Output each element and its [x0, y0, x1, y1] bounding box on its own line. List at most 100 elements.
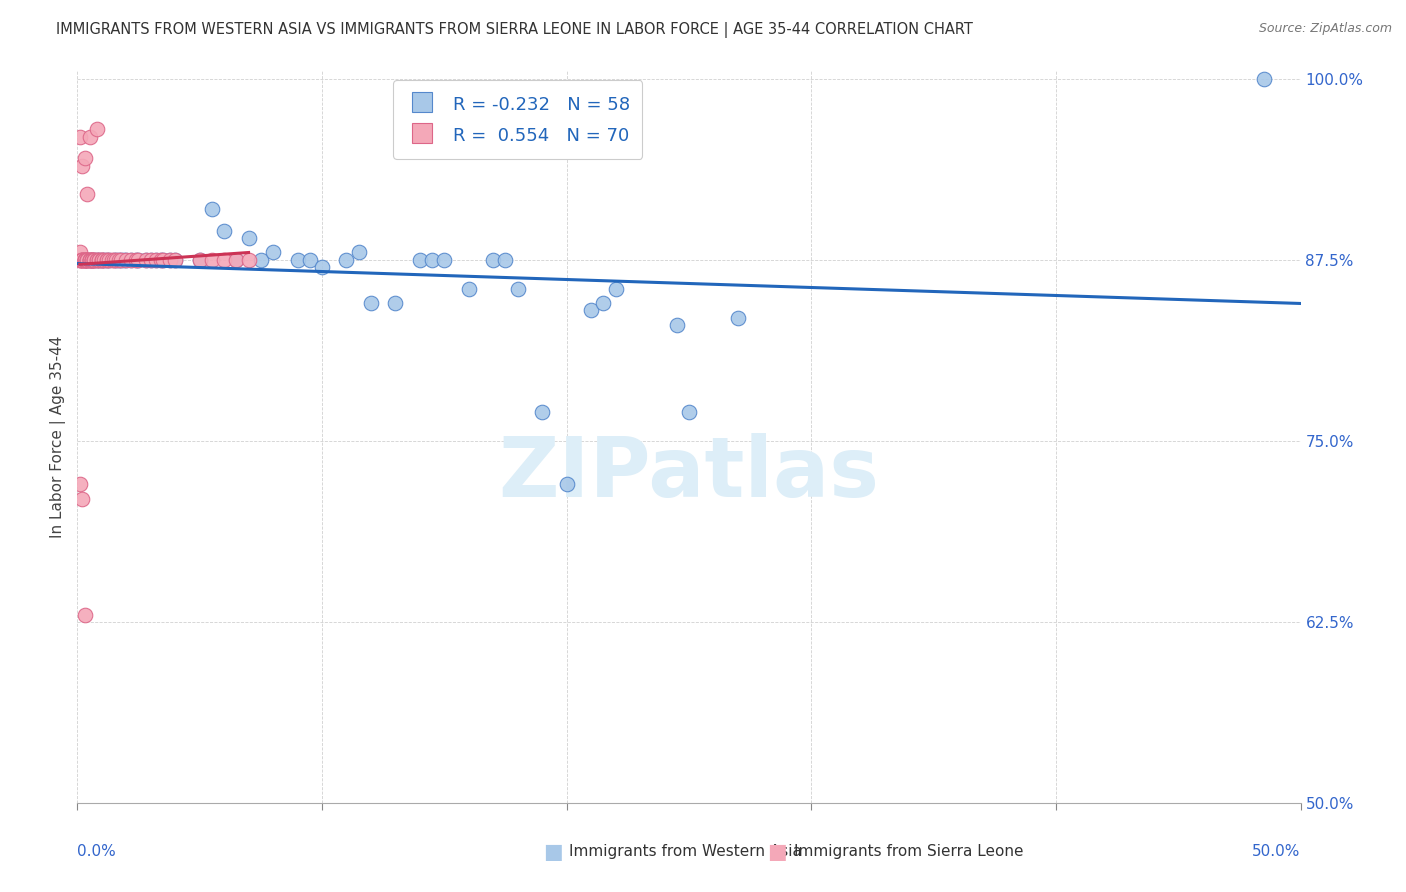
Point: [80, 252, 103, 267]
Point: [73, 252, 96, 267]
Point: [73, 607, 96, 622]
Point: [98, 252, 121, 267]
Point: [83, 252, 105, 267]
Point: [238, 252, 260, 267]
Point: [250, 252, 273, 267]
Point: [110, 252, 132, 267]
Point: [127, 252, 149, 267]
Text: IMMIGRANTS FROM WESTERN ASIA VS IMMIGRANTS FROM SIERRA LEONE IN LABOR FORCE | AG: IMMIGRANTS FROM WESTERN ASIA VS IMMIGRAN…: [56, 22, 973, 38]
Point: [90, 252, 112, 267]
Point: [335, 252, 357, 267]
Point: [105, 252, 128, 267]
Point: [80, 252, 103, 267]
Point: [73, 252, 96, 267]
Point: [298, 252, 321, 267]
Point: [73, 151, 96, 165]
Point: [262, 245, 284, 260]
Point: [212, 224, 235, 238]
Point: [384, 296, 406, 310]
Point: [159, 252, 181, 267]
Point: [83, 252, 105, 267]
Point: [76, 252, 98, 267]
Point: [159, 252, 181, 267]
Point: [93, 252, 115, 267]
Point: [311, 260, 333, 274]
Point: [125, 252, 148, 267]
Point: [79, 252, 101, 267]
Point: [433, 252, 456, 267]
Point: [287, 252, 309, 267]
Point: [420, 252, 443, 267]
Point: [90, 252, 112, 267]
Point: [112, 252, 135, 267]
Text: ZIPatlas: ZIPatlas: [499, 434, 879, 514]
Point: [149, 252, 172, 267]
Point: [93, 252, 115, 267]
Point: [83, 252, 105, 267]
Point: [188, 252, 211, 267]
Point: [665, 318, 688, 332]
Point: [457, 282, 479, 296]
Text: ■: ■: [768, 842, 787, 862]
Y-axis label: In Labor Force | Age 35-44: In Labor Force | Age 35-44: [51, 336, 66, 538]
Point: [149, 252, 172, 267]
Point: [79, 252, 101, 267]
Point: [127, 252, 149, 267]
Point: [139, 252, 162, 267]
Point: [73, 252, 96, 267]
Point: [73, 252, 96, 267]
Point: [90, 252, 112, 267]
Point: [70, 252, 93, 267]
Point: [69, 245, 91, 260]
Point: [79, 252, 101, 267]
Point: [727, 310, 749, 325]
Point: [76, 187, 98, 202]
Point: [79, 252, 101, 267]
Point: [482, 252, 505, 267]
Point: [105, 252, 128, 267]
Point: [225, 252, 247, 267]
Point: [69, 252, 91, 267]
Point: [409, 252, 432, 267]
Point: [495, 252, 517, 267]
Point: [89, 252, 111, 267]
Point: [135, 252, 157, 267]
Point: [83, 252, 105, 267]
Point: [678, 405, 700, 419]
Point: [76, 252, 98, 267]
Point: [108, 252, 131, 267]
Point: [103, 252, 125, 267]
Point: [152, 252, 174, 267]
Point: [135, 252, 157, 267]
Point: [592, 296, 614, 310]
Point: [86, 252, 108, 267]
Point: [139, 252, 162, 267]
Point: [605, 282, 627, 296]
Point: [86, 252, 108, 267]
Point: [70, 159, 93, 173]
Point: [165, 252, 187, 267]
Point: [506, 282, 529, 296]
Point: [165, 252, 187, 267]
Point: [152, 252, 174, 267]
Point: [145, 252, 167, 267]
Point: [103, 252, 125, 267]
Point: [201, 252, 224, 267]
Point: [108, 252, 131, 267]
Point: [76, 252, 98, 267]
Point: [125, 252, 148, 267]
Point: [79, 252, 101, 267]
Text: Source: ZipAtlas.com: Source: ZipAtlas.com: [1258, 22, 1392, 36]
Point: [360, 296, 382, 310]
Point: [120, 252, 142, 267]
Point: [70, 491, 93, 506]
Point: [225, 252, 247, 267]
Point: [347, 245, 370, 260]
Point: [555, 477, 578, 491]
Legend: R = -0.232   N = 58, R =  0.554   N = 70: R = -0.232 N = 58, R = 0.554 N = 70: [394, 80, 643, 159]
Point: [69, 252, 91, 267]
Point: [70, 252, 93, 267]
Point: [69, 252, 91, 267]
Point: [90, 252, 112, 267]
Point: [70, 252, 93, 267]
